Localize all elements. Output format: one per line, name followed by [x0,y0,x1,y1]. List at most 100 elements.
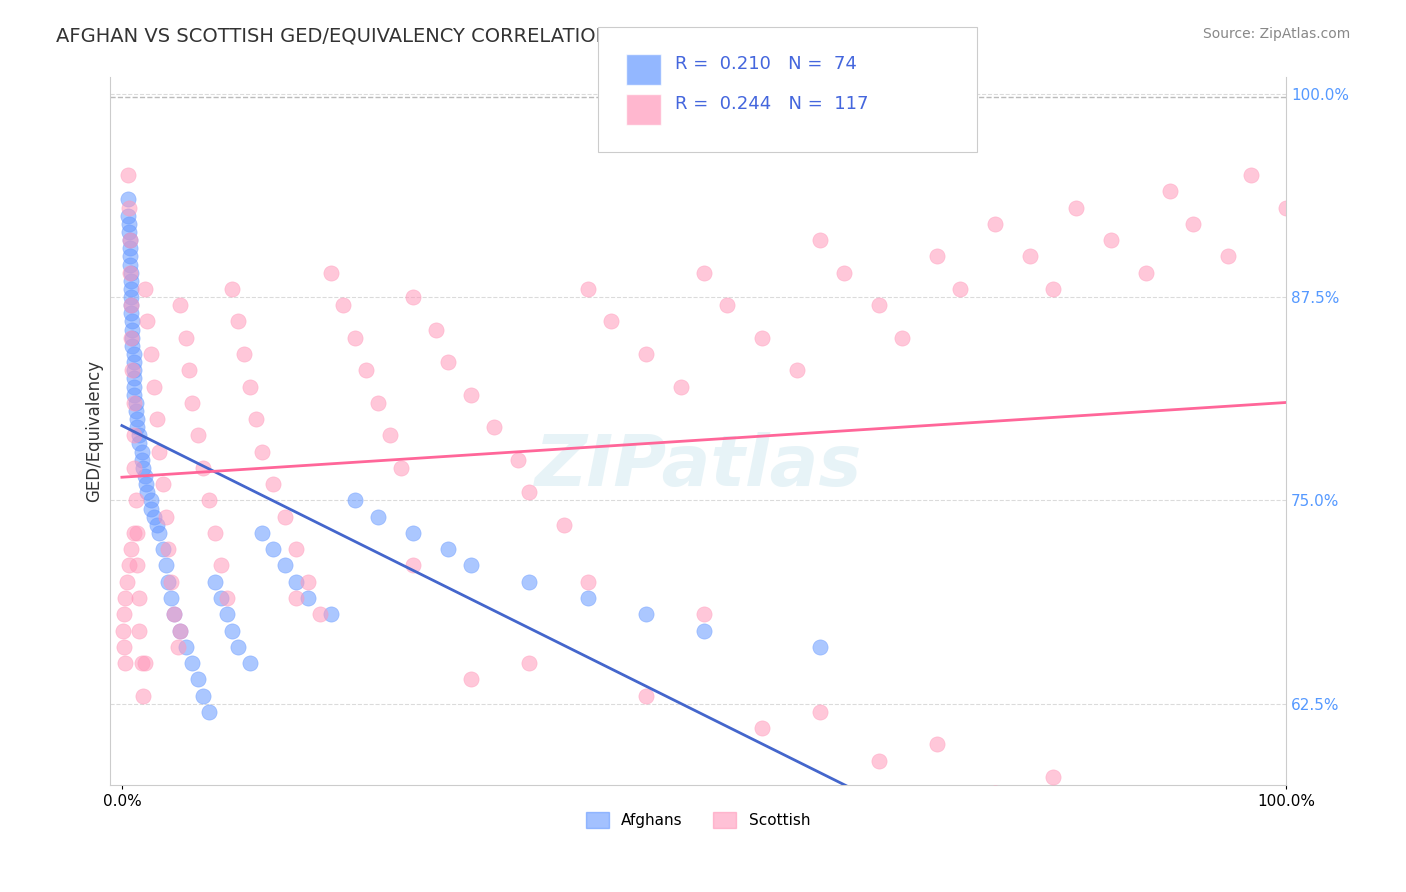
Point [125,396,148,410]
Point [669,379,692,393]
Point [166,640,188,654]
Point [250,444,273,458]
Point [576,282,599,296]
Point [274,558,297,573]
Point [402,558,425,573]
Point [121,363,143,377]
Point [576,591,599,605]
Point [226,640,249,654]
Point [693,607,716,622]
Point [517,656,540,670]
Point [517,574,540,589]
Point [146,517,169,532]
Point [239,379,262,393]
Point [125,404,148,418]
Point [122,371,145,385]
Point [274,509,297,524]
Point [226,314,249,328]
Point [378,428,401,442]
Point [634,347,657,361]
Point [460,673,482,687]
Point [193,461,215,475]
Point [402,290,425,304]
Legend: Afghans, Scottish: Afghans, Scottish [581,805,817,834]
Point [155,509,177,524]
Point [135,477,157,491]
Point [148,525,170,540]
Point [114,656,136,670]
Point [121,314,143,328]
Point [139,501,162,516]
Point [308,607,330,622]
Point [751,331,773,345]
Point [693,624,716,638]
Point [128,591,150,605]
Text: R =  0.210   N =  74: R = 0.210 N = 74 [675,55,856,73]
Point [112,624,135,638]
Point [139,493,162,508]
Point [221,282,243,296]
Point [143,379,166,393]
Point [122,387,145,401]
Point [925,738,948,752]
Point [285,574,308,589]
Point [117,168,139,182]
Point [136,314,159,328]
Point [159,574,181,589]
Point [1135,266,1157,280]
Point [1159,803,1181,817]
Point [187,673,209,687]
Point [122,347,145,361]
Point [868,298,890,312]
Point [239,656,262,670]
Point [152,542,174,557]
Point [122,396,145,410]
Point [215,607,238,622]
Point [808,640,831,654]
Point [120,306,142,320]
Point [1018,249,1040,263]
Point [262,542,284,557]
Point [163,607,186,622]
Point [517,485,540,500]
Point [132,461,155,475]
Text: Source: ZipAtlas.com: Source: ZipAtlas.com [1202,27,1350,41]
Point [1216,851,1239,865]
Point [118,249,141,263]
Point [1181,217,1204,231]
Point [117,193,139,207]
Point [1042,282,1064,296]
Point [136,485,159,500]
Point [1042,770,1064,784]
Point [786,363,808,377]
Point [155,558,177,573]
Point [367,396,389,410]
Point [949,282,972,296]
Point [332,298,354,312]
Point [215,591,238,605]
Point [204,525,226,540]
Point [146,412,169,426]
Point [120,266,142,280]
Point [122,379,145,393]
Point [693,266,716,280]
Point [112,640,135,654]
Text: AFGHAN VS SCOTTISH GED/EQUIVALENCY CORRELATION CHART: AFGHAN VS SCOTTISH GED/EQUIVALENCY CORRE… [56,27,682,45]
Point [128,436,150,450]
Point [169,298,191,312]
Point [198,493,221,508]
Point [198,705,221,719]
Point [634,689,657,703]
Point [425,322,447,336]
Point [1240,168,1263,182]
Point [120,274,142,288]
Point [1099,819,1122,833]
Point [553,517,575,532]
Point [1275,201,1298,215]
Point [506,452,529,467]
Point [121,322,143,336]
Point [599,314,621,328]
Point [120,290,142,304]
Point [163,607,186,622]
Y-axis label: GED/Equivalency: GED/Equivalency [86,360,103,502]
